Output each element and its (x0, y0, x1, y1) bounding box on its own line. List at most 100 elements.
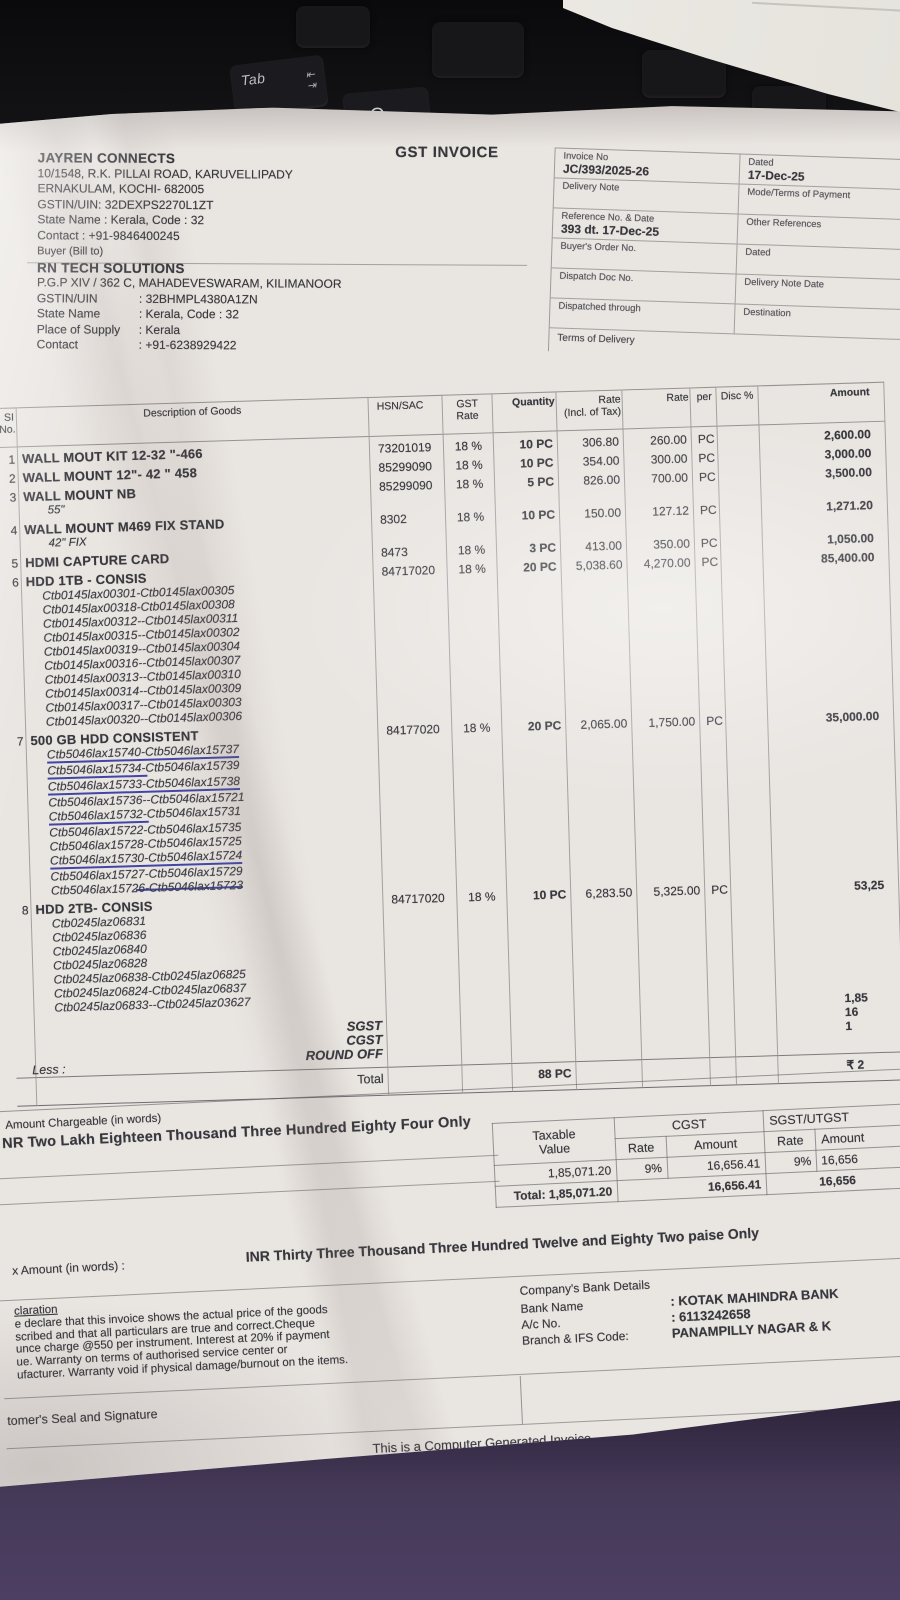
cell (698, 639, 724, 654)
item-row-cell: 354.00 (558, 448, 625, 469)
item-row-cell: 8 (11, 898, 32, 918)
cell (697, 625, 723, 640)
cell (504, 794, 568, 812)
tax-summary-table: Taxable Value CGST SGST/UTGST Rate Amount… (492, 1102, 900, 1208)
item-row-cell: 4 (0, 518, 21, 552)
cell (704, 833, 730, 850)
buyer-field-value: : +91-6238929422 (138, 337, 237, 353)
cell (710, 1036, 737, 1057)
item-row-cell: 20 PC (502, 713, 567, 734)
col-header-disc: Disc % (716, 385, 759, 426)
cell (702, 775, 728, 790)
cell (723, 595, 765, 610)
col-header-line: (Incl. of Tax) (563, 405, 622, 420)
meta-label: Dispatch Doc No. (559, 270, 634, 285)
item-row-cell: 5,038.60 (561, 552, 628, 573)
parties-block: JAYREN CONNECTS 10/1548, R.K. PILLAI ROA… (37, 150, 518, 355)
cell (7, 748, 27, 765)
cell (576, 1039, 643, 1061)
cell (731, 895, 773, 910)
col-header-line: Rate (456, 409, 479, 423)
cell (503, 764, 567, 782)
keyboard-key (432, 22, 524, 78)
col-header-rate: Rate (622, 387, 691, 429)
item-row-cell: 10 PC (494, 450, 559, 471)
cell (460, 987, 510, 1002)
cell (2, 603, 22, 618)
item-row-cell: 3 (0, 485, 20, 519)
item-row-cell: 85299090 (370, 454, 445, 475)
item-row-cell: 5 PC (495, 469, 560, 504)
col-header-per: per (690, 387, 717, 428)
cell (455, 826, 505, 841)
item-row-cell: 350.00 (627, 531, 696, 552)
rule-line (0, 1155, 498, 1180)
meta-label: Delivery Note (562, 180, 620, 194)
col-header-line: Quantity (511, 395, 555, 409)
cell (461, 1029, 511, 1044)
meta-label: Other References (746, 216, 822, 231)
cell (503, 732, 567, 750)
cell (459, 945, 509, 960)
cell (729, 818, 771, 833)
cell (726, 726, 768, 743)
item-row-cell: 18 % (452, 715, 503, 735)
cell (15, 1015, 35, 1030)
cell (697, 611, 723, 626)
cell (453, 734, 503, 751)
item-row-cell (719, 463, 762, 497)
cell (456, 856, 506, 871)
meta-label: Buyer's Order No. (560, 240, 637, 255)
col-header-line: HSN/SAC (376, 399, 424, 413)
cell (734, 979, 776, 994)
declaration-block: claration e declare that this invoice sho… (14, 1282, 517, 1382)
cell (9, 840, 29, 855)
item-row-cell: 5 (1, 551, 22, 571)
cell (388, 1045, 463, 1067)
cell (450, 645, 500, 660)
cell (701, 760, 727, 777)
cell (567, 746, 633, 764)
cell (722, 581, 764, 596)
item-row-cell: 84717020 (383, 886, 458, 907)
meta-label: Dated (745, 246, 771, 259)
cell (696, 569, 722, 584)
cell (699, 695, 725, 710)
cell (701, 744, 727, 761)
item-row-cell: 300.00 (624, 446, 693, 467)
cell (4, 659, 24, 674)
cell (696, 583, 722, 598)
buyer-field-label: State Name (36, 306, 101, 321)
cell (735, 1021, 777, 1036)
cell (733, 937, 775, 952)
cell (5, 687, 25, 702)
cell (708, 980, 734, 995)
item-row-cell: 73201019 (370, 435, 445, 456)
item-row-cell: 7 (6, 729, 27, 749)
item-row-cell (731, 876, 774, 896)
item-row-cell: 3 PC (497, 535, 562, 556)
cell (568, 792, 634, 810)
cell (461, 1015, 511, 1030)
rule-line (0, 1181, 500, 1206)
cell (503, 748, 567, 766)
col-header-rate_incl: Rate (Incl. of Tax) (556, 389, 623, 431)
cell (7, 764, 27, 781)
cell (730, 862, 772, 877)
cell (707, 952, 733, 967)
cell (13, 973, 33, 988)
cell (709, 1008, 735, 1023)
cell (699, 681, 725, 696)
cell (4, 645, 24, 660)
cell (727, 758, 769, 775)
item-row-cell: 150.00 (560, 500, 627, 535)
cell (725, 693, 767, 708)
cell (728, 788, 770, 805)
cell (567, 762, 633, 780)
tax-words-label: x Amount (in words) : (11, 1258, 126, 1278)
cell (9, 810, 29, 827)
cell (450, 659, 500, 674)
meta-label: Destination (743, 306, 792, 320)
meta-cell-right: Destination (734, 304, 900, 340)
